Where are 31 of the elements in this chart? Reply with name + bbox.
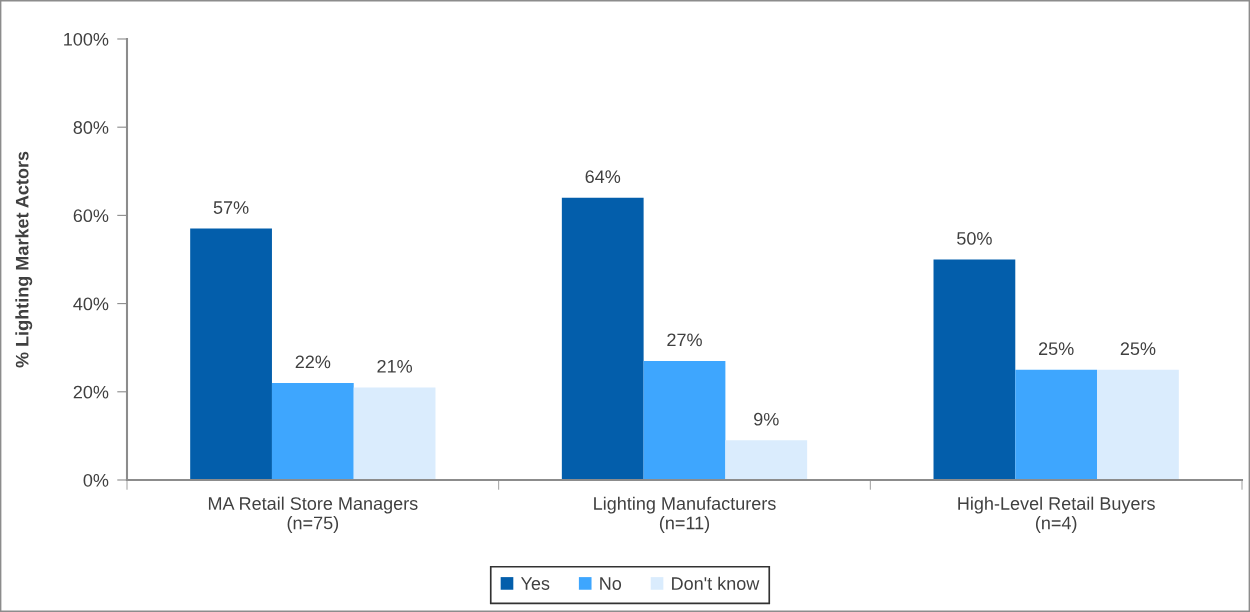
y-tick-label: 0% bbox=[83, 473, 109, 487]
bar bbox=[933, 259, 1016, 480]
bar bbox=[190, 228, 272, 480]
x-tick-label: High-Level Retail Buyers (n=4) bbox=[958, 496, 1155, 533]
text: 9% bbox=[754, 412, 779, 426]
y-tick-label: 40% bbox=[73, 297, 109, 311]
text: 57% bbox=[213, 201, 249, 214]
legend-label: No bbox=[600, 577, 622, 590]
bar bbox=[1097, 369, 1179, 480]
y-tick-label: 60% bbox=[73, 209, 109, 223]
y-tick-label: 80% bbox=[73, 121, 109, 134]
text: 27% bbox=[667, 333, 702, 347]
bar bbox=[1015, 369, 1098, 480]
bar bbox=[643, 360, 726, 480]
text: 21% bbox=[377, 359, 413, 373]
bar bbox=[561, 197, 644, 480]
bar bbox=[271, 382, 354, 480]
legend-label: Yes bbox=[520, 577, 550, 590]
y-tick-label: 20% bbox=[73, 385, 109, 399]
x-tick-label: Lighting Manufacturers (n=11) bbox=[594, 496, 776, 533]
bar bbox=[353, 387, 436, 480]
legend-label: Don't know bbox=[672, 576, 760, 590]
bar bbox=[725, 440, 808, 480]
text: 64% bbox=[585, 170, 621, 184]
x-tick-label: MA Retail Store Managers (n=75) bbox=[208, 496, 418, 533]
text: 50% bbox=[957, 232, 992, 245]
y-axis-title: % Lighting Market Actors bbox=[15, 151, 33, 368]
text: 22% bbox=[295, 355, 331, 369]
y-tick-label: 100% bbox=[64, 32, 109, 46]
text: 25% bbox=[1039, 342, 1074, 356]
text: 25% bbox=[1120, 342, 1156, 356]
